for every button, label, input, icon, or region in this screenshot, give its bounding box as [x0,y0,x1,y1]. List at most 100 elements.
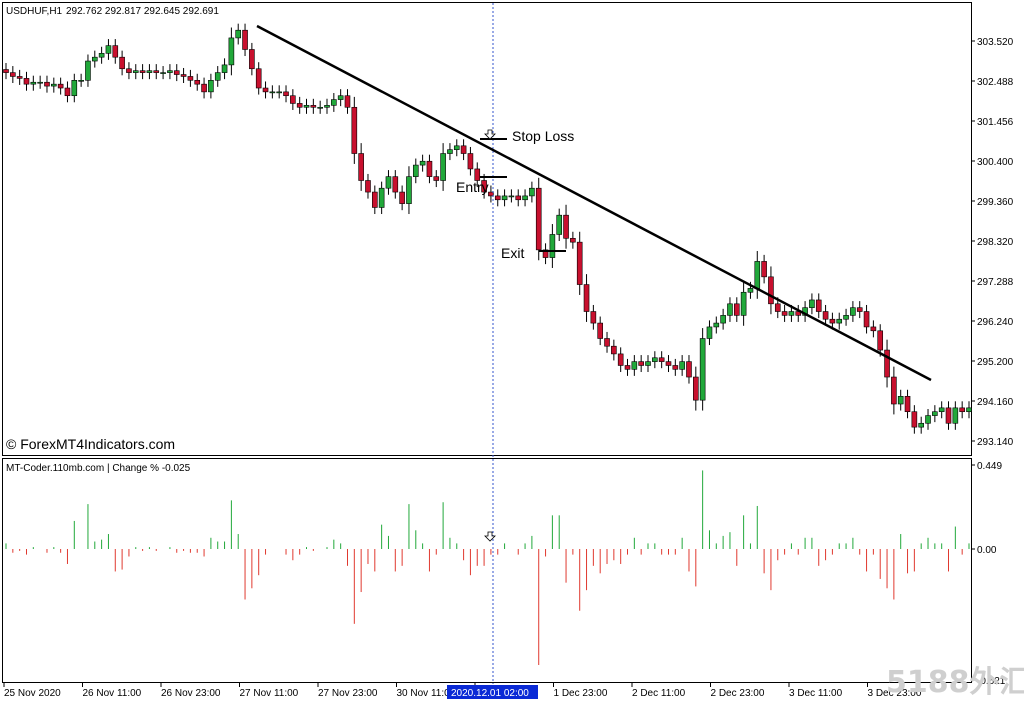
candle-body [44,81,50,87]
candle-body [10,72,16,77]
candle-body [679,361,685,370]
candle-body [139,70,146,73]
crosshair-time-label: 2020.12.01 02:00 [451,688,529,699]
candle-body [249,49,255,70]
exit-label: Exit [501,245,524,261]
candle-body [126,68,132,73]
candle-body [645,361,651,366]
candle-body [891,376,897,405]
candle-body [501,195,508,201]
time-tick-label: 1 Dec 23:00 [554,688,608,699]
candle-body [959,407,965,413]
symbol-label: USDHUF,H1 [6,6,63,17]
price-tick-label: 302.488 [977,77,1014,88]
candle-body [78,80,84,82]
candle-body [665,361,672,366]
candle-body [481,180,487,193]
main-price-pane[interactable] [2,2,972,456]
candle-body [303,105,310,108]
time-tick-label: 3 Dec 11:00 [789,688,843,699]
price-tick-label: 303.520 [977,37,1014,48]
candle-body [378,187,385,208]
candle-body [283,91,289,97]
candle-body [549,234,556,258]
candle-body [822,311,829,320]
candle-body [262,87,269,93]
time-tick-label: 26 Nov 23:00 [161,688,221,699]
candle-body [310,105,317,108]
candle-body [850,307,856,316]
candle-body [242,29,248,50]
candle-body [809,299,815,308]
candle-body [740,291,747,316]
candle-body [843,315,849,320]
candle-body [515,195,522,201]
candle-body [440,153,446,181]
candle-body [392,176,399,193]
candle-body [132,70,139,73]
time-tick-label: 2 Dec 11:00 [632,688,686,699]
time-tick-label: 27 Nov 11:00 [240,688,299,699]
candle-body [508,195,515,198]
candle-body [488,191,494,197]
price-tick-label: 297.288 [977,277,1014,288]
candle-body [529,187,535,197]
candle-body [255,68,262,89]
candle-body [686,361,692,378]
candle-body [406,176,412,204]
price-tick-label: 293.140 [977,437,1014,448]
candle-body [30,81,37,85]
candle-body [733,303,740,316]
candle-body [522,195,528,201]
candle-body [863,311,870,328]
candle-body [146,70,153,73]
candle-body [57,83,64,89]
crosshair-time-badge [447,685,538,699]
indicator-axis: 0.449 0.00 -0.621 [971,461,1006,687]
candle-body [180,74,187,77]
indicator-pane[interactable] [2,458,972,683]
candle-body [918,422,924,428]
candle-body [856,307,863,312]
candle-body [617,353,624,366]
candle-body [85,60,91,81]
candle-body [829,318,836,324]
candle-body [208,80,214,93]
trendline[interactable] [256,24,932,382]
price-tick-label: 301.456 [977,117,1014,128]
candle-body [570,238,576,243]
candle-body [276,91,282,94]
candle-body [768,276,774,305]
candle-body [611,345,617,355]
candle-body [904,395,911,413]
candle-body [754,261,761,289]
candle-body [699,338,706,401]
candle-body [474,168,481,181]
candle-body [296,103,303,108]
candle-body [228,37,235,66]
candle-body [877,330,884,351]
ind-tick-label: 0.449 [977,461,1002,472]
candle-body [966,407,972,413]
candle-body [460,145,467,154]
candle-body [590,311,597,324]
copyright-text: © ForexMT4Indicators.com [6,436,175,452]
candle-body [774,303,781,312]
price-tick-label: 300.400 [977,157,1014,168]
candle-body [351,106,358,154]
candle-body [167,70,173,73]
candle-body [37,81,43,84]
candle-body [911,411,918,428]
candle-body [706,326,713,339]
candle-body [720,315,726,324]
candle-body [597,322,603,339]
candle-body [337,95,344,100]
candle-body [788,311,795,316]
candle-body [652,357,658,362]
candle-body [221,64,228,73]
time-axis: 25 Nov 2020 26 Nov 11:00 26 Nov 23:00 27 No… [3,683,922,699]
candle-body [945,407,952,424]
candle-body [214,72,221,81]
price-axis: 303.520 302.488 301.456 300.400 299.360 298.3… [971,37,1014,448]
